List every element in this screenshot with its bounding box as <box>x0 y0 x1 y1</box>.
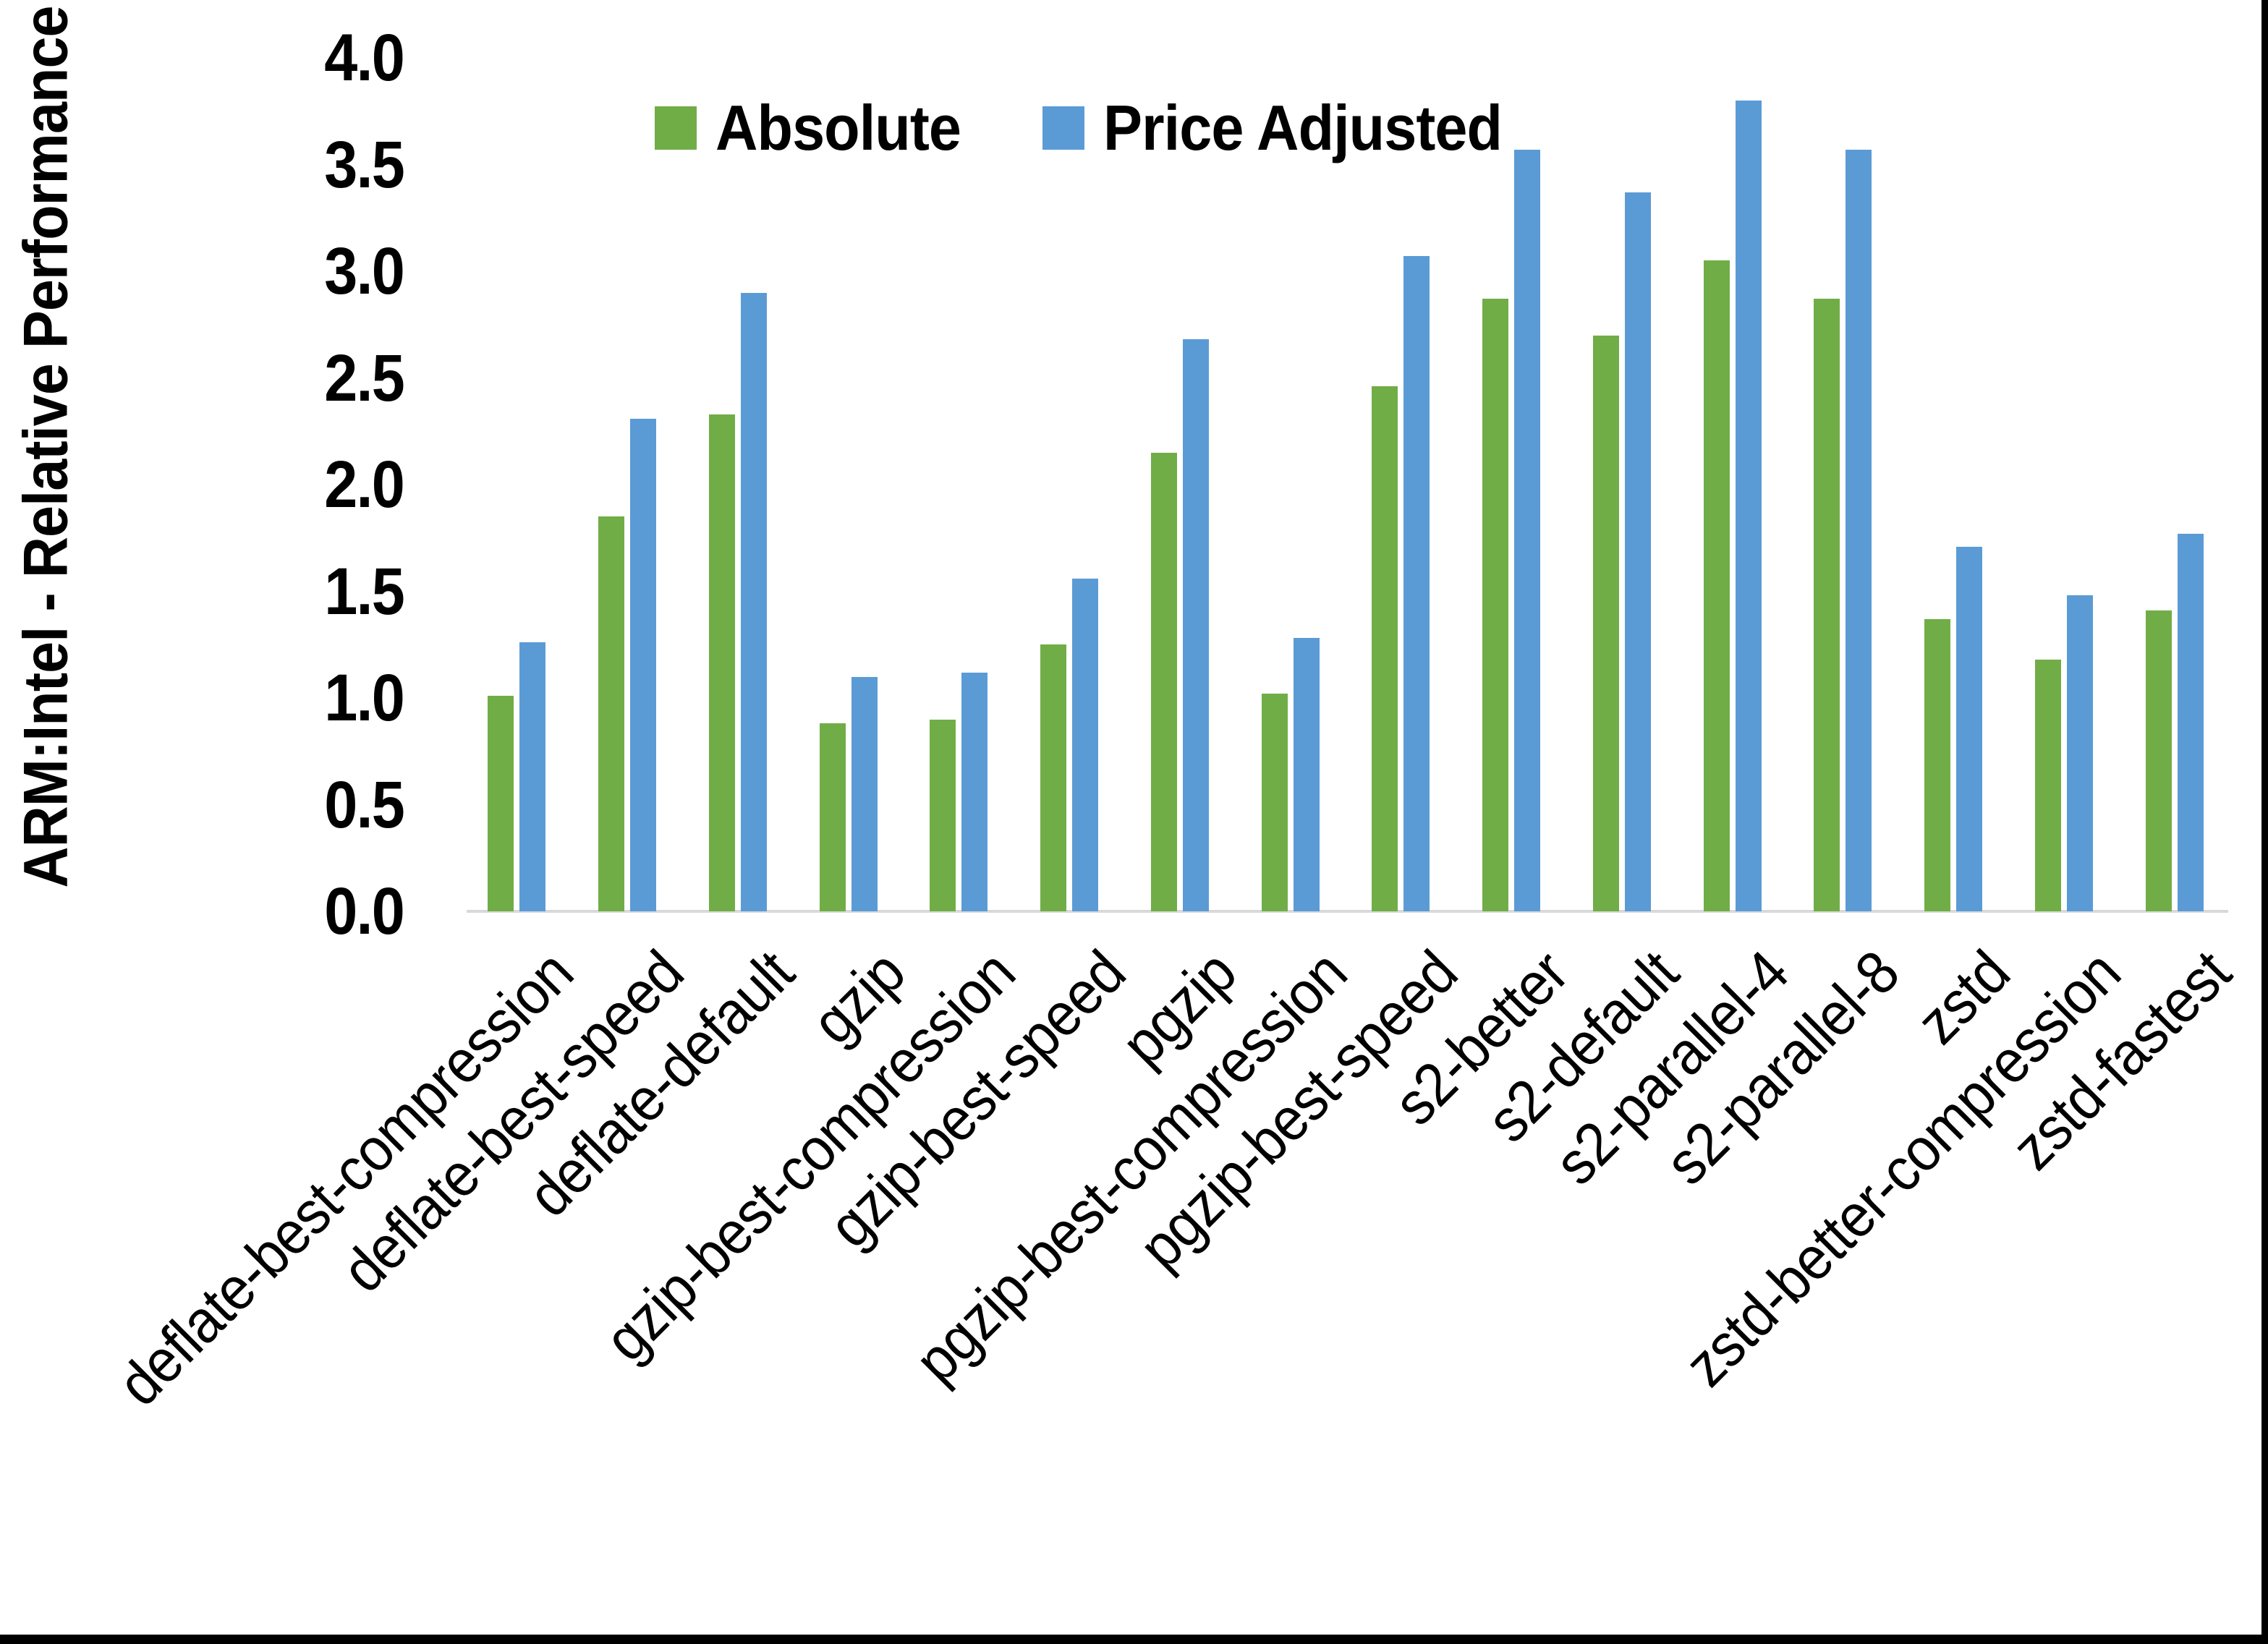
bar-price-adjusted <box>2177 533 2204 911</box>
bar-absolute <box>1592 335 1619 911</box>
bar-price-adjusted <box>1182 339 1209 911</box>
frame-border-bottom <box>0 1635 2268 1644</box>
bar-absolute <box>598 516 625 911</box>
bar-absolute <box>488 696 514 911</box>
y-tick-label: 0.5 <box>324 767 405 842</box>
bar-absolute <box>1261 694 1288 911</box>
y-tick-label: 3.5 <box>324 127 405 202</box>
bar-price-adjusted <box>1514 149 1541 911</box>
bar-absolute <box>1150 452 1177 911</box>
y-tick-label: 1.0 <box>324 661 405 735</box>
frame-border-right <box>2261 0 2268 1644</box>
bar-absolute <box>2145 610 2172 911</box>
bar-price-adjusted <box>1956 546 1983 911</box>
bar-price-adjusted <box>2066 595 2093 911</box>
legend: Absolute Price Adjusted <box>655 91 1537 165</box>
bar-price-adjusted <box>740 292 767 911</box>
price-adjusted-series-swatch-icon <box>1042 106 1085 150</box>
legend-item-absolute: Absolute <box>655 91 982 165</box>
y-tick-label: 2.0 <box>324 448 405 521</box>
bar-price-adjusted <box>1846 149 1872 911</box>
bar-price-adjusted <box>630 418 657 911</box>
bar-price-adjusted <box>1403 256 1430 911</box>
x-axis-line <box>467 910 2228 913</box>
x-tick-label: deflate-best-compression <box>105 937 586 1419</box>
absolute-series-swatch-icon <box>655 106 697 150</box>
bar-absolute <box>1924 618 1951 911</box>
bar-absolute <box>1814 299 1840 911</box>
bar-absolute <box>930 719 956 911</box>
bar-absolute <box>819 723 846 911</box>
legend-label-price-adjusted: Price Adjusted <box>1103 92 1503 163</box>
bar-price-adjusted <box>1293 638 1320 911</box>
bar-absolute <box>1703 260 1730 911</box>
bar-price-adjusted <box>961 672 988 911</box>
y-tick-label: 3.0 <box>324 234 405 308</box>
y-tick-label: 2.5 <box>324 341 405 415</box>
bar-price-adjusted <box>1735 101 1762 911</box>
bar-price-adjusted <box>851 676 878 911</box>
legend-item-price-adjusted: Price Adjusted <box>1042 91 1537 165</box>
bar-absolute <box>1372 386 1398 911</box>
bar-price-adjusted <box>519 642 546 911</box>
y-tick-label: 4.0 <box>324 21 405 95</box>
y-tick-label: 0.0 <box>324 874 405 948</box>
bar-absolute <box>708 414 735 911</box>
legend-label-absolute: Absolute <box>715 92 961 163</box>
bar-absolute <box>1040 644 1067 911</box>
bar-price-adjusted <box>1072 578 1099 911</box>
y-tick-label: 1.5 <box>324 554 405 629</box>
bar-absolute <box>1482 299 1509 911</box>
bar-absolute <box>2034 659 2061 911</box>
bar-price-adjusted <box>1624 192 1651 911</box>
